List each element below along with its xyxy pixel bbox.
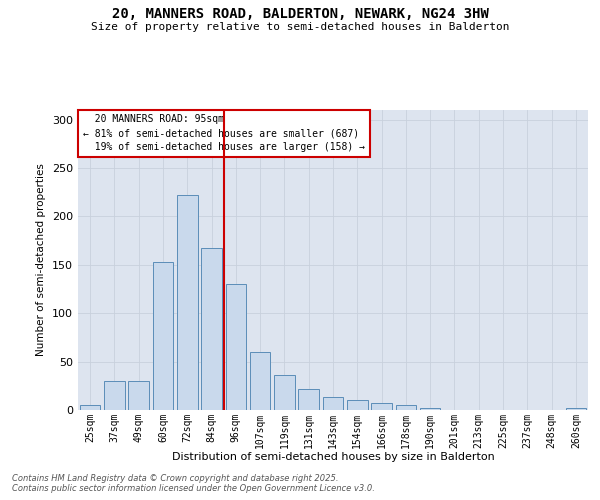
Text: 20 MANNERS ROAD: 95sqm
← 81% of semi-detached houses are smaller (687)
  19% of : 20 MANNERS ROAD: 95sqm ← 81% of semi-det… [83,114,365,152]
Bar [104,381,125,410]
Y-axis label: Number of semi-detached properties: Number of semi-detached properties [37,164,46,356]
Bar [226,284,246,410]
Bar [566,408,586,410]
Text: 20, MANNERS ROAD, BALDERTON, NEWARK, NG24 3HW: 20, MANNERS ROAD, BALDERTON, NEWARK, NG2… [112,8,488,22]
Bar [298,388,319,410]
Bar [420,408,440,410]
Bar [80,405,100,410]
Bar [371,403,392,410]
Bar [323,398,343,410]
Bar [395,405,416,410]
Text: Contains HM Land Registry data © Crown copyright and database right 2025.: Contains HM Land Registry data © Crown c… [12,474,338,483]
Text: Contains public sector information licensed under the Open Government Licence v3: Contains public sector information licen… [12,484,375,493]
Bar [177,195,197,410]
Bar [347,400,368,410]
Bar [201,248,222,410]
Bar [128,381,149,410]
Bar [250,352,271,410]
Bar [274,375,295,410]
Text: Distribution of semi-detached houses by size in Balderton: Distribution of semi-detached houses by … [172,452,494,462]
Bar [152,262,173,410]
Text: Size of property relative to semi-detached houses in Balderton: Size of property relative to semi-detach… [91,22,509,32]
